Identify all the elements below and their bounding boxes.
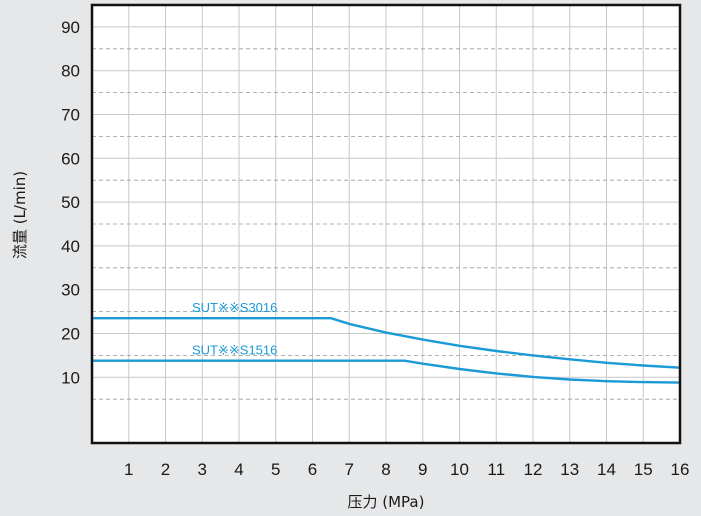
x-tick-label: 2 (161, 460, 170, 479)
series-line (92, 359, 681, 384)
x-tick-label: 16 (671, 460, 690, 479)
x-tick-label: 8 (381, 460, 390, 479)
y-tick-label: 30 (61, 281, 80, 300)
series-label: SUT※※S1516 (192, 343, 277, 358)
y-tick-label: 90 (61, 18, 80, 37)
y-tick-label: 20 (61, 325, 80, 344)
x-tick-label: 15 (634, 460, 653, 479)
plot-frame (90, 3, 682, 445)
y-tick-label: 40 (61, 237, 80, 256)
x-tick-label: 13 (560, 460, 579, 479)
y-tick-label: 10 (61, 368, 80, 387)
x-tick-label: 5 (271, 460, 280, 479)
series-line (92, 317, 681, 369)
x-tick-label: 7 (345, 460, 354, 479)
tick-labels: 1 2 3 4 5 6 7 8 9 10 11 12 13 14 15 1610203040506070809… (61, 18, 689, 479)
x-tick-label: 11 (487, 460, 505, 479)
x-tick-label: 9 (418, 460, 427, 479)
x-tick-label: 6 (308, 460, 317, 479)
y-axis-label: 流量 (L/min) (11, 171, 29, 259)
y-tick-label: 50 (61, 193, 80, 212)
x-tick-label: 12 (524, 460, 543, 479)
y-tick-label: 80 (61, 62, 80, 81)
x-tick-label: 4 (234, 460, 243, 479)
grid (92, 5, 680, 443)
x-tick-label: 3 (198, 460, 207, 479)
y-tick-label: 70 (61, 106, 80, 125)
series-label: SUT※※S3016 (192, 300, 277, 315)
y-tick-label: 60 (61, 149, 80, 168)
x-tick-label: 14 (597, 460, 616, 479)
series-lines (92, 317, 681, 384)
series-labels: SUT※※S3016 SUT※※S1516 (192, 300, 277, 357)
x-axis-label: 压力 (MPa) (348, 493, 425, 511)
x-tick-label: 1 (124, 460, 133, 479)
x-tick-label: 10 (450, 460, 469, 479)
